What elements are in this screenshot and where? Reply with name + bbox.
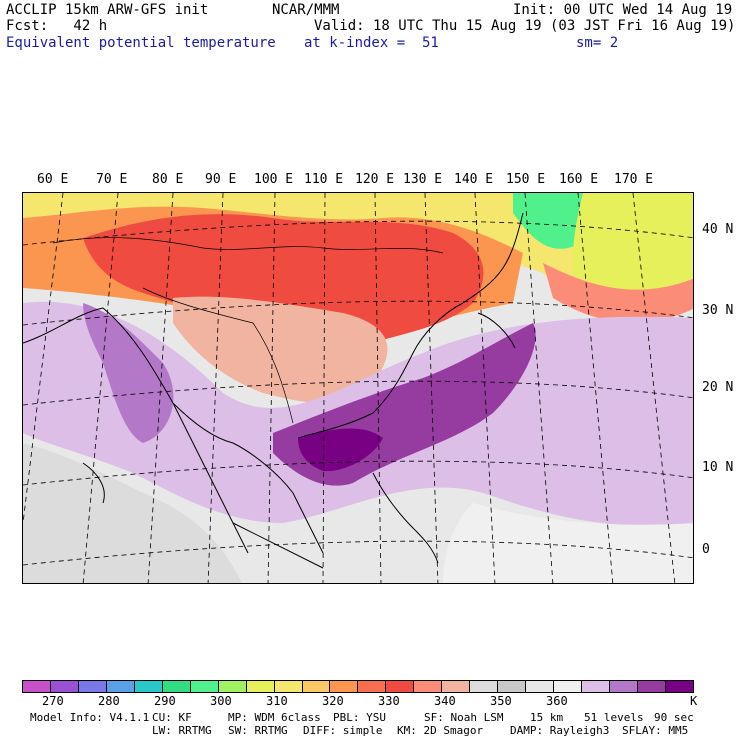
cu-scheme: CU: KF: [152, 711, 192, 724]
resolution: 15 km: [530, 711, 564, 724]
vertical-levels: 51 levels: [584, 711, 644, 724]
colorbar-tick: 320: [322, 694, 344, 708]
colorbar-tick: 290: [154, 694, 176, 708]
colorbar-swatch: [414, 681, 443, 692]
title-run: ACCLIP 15km ARW-GFS init: [6, 2, 209, 18]
colorbar-tick: 350: [490, 694, 512, 708]
lon-label: 120 E: [355, 172, 395, 187]
colorbar: [22, 680, 694, 693]
colorbar-swatch: [582, 681, 611, 692]
lon-label: 130 E: [403, 172, 443, 187]
graticule: [23, 193, 693, 583]
title-init: Init: 00 UTC Wed 14 Aug 19: [513, 2, 733, 18]
colorbar-swatch: [386, 681, 415, 692]
field-grey-southwest: [23, 443, 242, 583]
field-name: Equivalent potential temperature: [6, 35, 276, 51]
colorbar-tick: 340: [434, 694, 456, 708]
colorbar-tick: 310: [266, 694, 288, 708]
field-grey-southeast: [443, 503, 693, 583]
lat-label: 40 N: [702, 222, 734, 237]
colorbar-tick: 360: [546, 694, 568, 708]
colorbar-swatch: [23, 681, 51, 692]
colorbar-swatch: [106, 681, 135, 692]
lon-label: 60 E: [37, 172, 69, 187]
colorbar-swatch: [637, 681, 666, 692]
lon-label: 170 E: [614, 172, 654, 187]
colorbar-tick: 330: [378, 694, 400, 708]
borders: [52, 237, 444, 424]
lon-label: 90 E: [205, 172, 237, 187]
model-info: Model Info: V4.1.1: [30, 711, 150, 724]
lon-label: 110 E: [304, 172, 344, 187]
colorbar-swatch: [50, 681, 79, 692]
colorbar-swatch: [498, 681, 527, 692]
lat-label: 10 N: [702, 460, 734, 475]
lon-label: 150 E: [506, 172, 546, 187]
lat-label: 30 N: [702, 303, 734, 318]
colorbar-swatch: [134, 681, 163, 692]
colorbar-swatch: [665, 681, 693, 692]
smoothing-info: sm= 2: [576, 35, 619, 51]
colorbar-unit: K: [690, 694, 698, 708]
colorbar-swatch: [610, 681, 638, 692]
colorbar-swatch: [162, 681, 191, 692]
lat-label: 20 N: [702, 380, 734, 395]
colorbar-swatch: [274, 681, 303, 692]
lon-label: 80 E: [152, 172, 184, 187]
diff-scheme: DIFF: simple: [303, 724, 383, 737]
field-salmon-area: [173, 296, 388, 403]
colorbar-swatch: [246, 681, 275, 692]
lon-label: 140 E: [454, 172, 494, 187]
lw-scheme: LW: RRTMG: [152, 724, 212, 737]
field-red-band: [83, 214, 484, 350]
colorbar-swatch: [358, 681, 387, 692]
lon-label: 100 E: [254, 172, 294, 187]
field-pacific-orange: [543, 263, 693, 323]
field-india-purple: [83, 303, 174, 443]
colorbar-swatch: [218, 681, 247, 692]
coastlines: [23, 212, 524, 569]
colorbar-tick: 270: [42, 694, 64, 708]
lat-label: 0: [702, 542, 710, 557]
colorbar-swatch: [330, 681, 359, 692]
map-panel: [22, 192, 694, 584]
valid-time: Valid: 18 UTC Thu 15 Aug 19 (03 JST Fri …: [314, 18, 736, 34]
colorbar-tick: 280: [98, 694, 120, 708]
damp-scheme: DAMP: Rayleigh3: [510, 724, 610, 737]
colorbar-swatch: [526, 681, 555, 692]
mp-scheme: MP: WDM 6class: [228, 711, 321, 724]
km-scheme: KM: 2D Smagor: [397, 724, 484, 737]
sflay-scheme: SFLAY: MM5: [622, 724, 689, 737]
lon-label: 70 E: [96, 172, 128, 187]
colorbar-swatch: [302, 681, 331, 692]
colorbar-swatch: [554, 681, 583, 692]
colorbar-swatch: [190, 681, 219, 692]
title-org: NCAR/MMM: [272, 2, 340, 18]
timestep: 90 sec: [654, 711, 694, 724]
field-pacific-yellow: [573, 193, 693, 307]
map-canvas: [23, 193, 693, 583]
colorbar-swatch: [442, 681, 471, 692]
sf-scheme: SF: Noah LSM: [424, 711, 504, 724]
colorbar-swatch: [470, 681, 499, 692]
colorbar-tick: 300: [210, 694, 232, 708]
level-info: at k-index = 51: [304, 35, 439, 51]
lon-label: 160 E: [559, 172, 599, 187]
colorbar-swatch: [78, 681, 107, 692]
forecast-hour: Fcst: 42 h: [6, 18, 108, 34]
sw-scheme: SW: RRTMG: [228, 724, 288, 737]
pbl-scheme: PBL: YSU: [333, 711, 386, 724]
field-dark-purple: [298, 428, 383, 472]
